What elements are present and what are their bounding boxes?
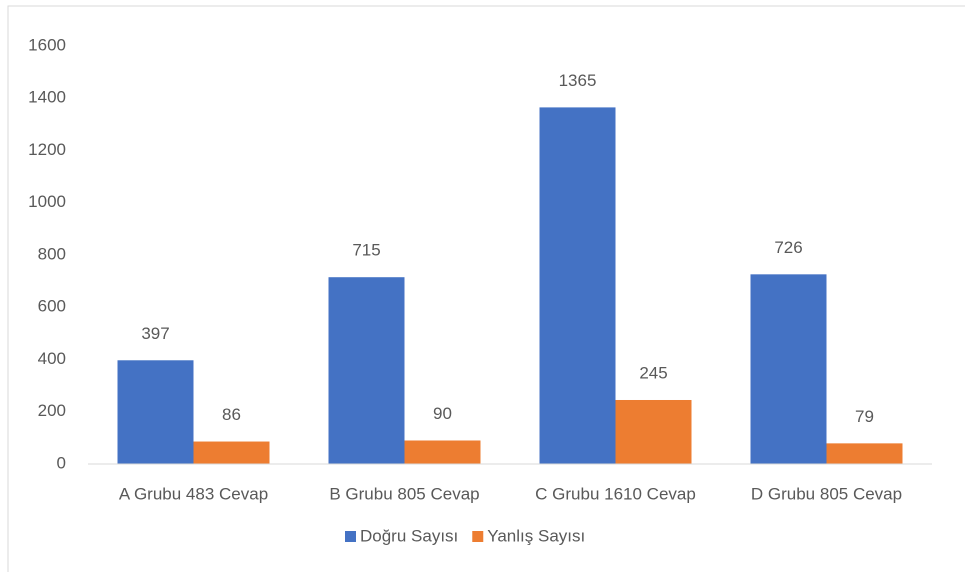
- y-tick-label: 1000: [28, 192, 66, 211]
- y-tick-label: 1600: [28, 35, 66, 54]
- data-label: 86: [222, 405, 241, 424]
- bar: [539, 107, 616, 465]
- bar: [328, 277, 405, 464]
- legend-swatch: [472, 531, 484, 542]
- y-tick-label: 1200: [28, 140, 66, 159]
- y-tick-label: 1400: [28, 88, 66, 107]
- y-tick-label: 0: [57, 453, 66, 472]
- y-tick-label: 800: [38, 244, 66, 263]
- data-label: 397: [141, 324, 169, 343]
- data-label: 90: [433, 404, 452, 423]
- legend-label: Doğru Sayısı: [360, 526, 458, 545]
- y-tick-label: 200: [38, 401, 66, 420]
- data-label: 726: [774, 238, 802, 257]
- data-label: 1365: [559, 71, 597, 90]
- bar: [117, 360, 194, 464]
- legend-swatch: [345, 531, 356, 542]
- bar: [404, 440, 481, 464]
- bar: [750, 274, 827, 464]
- data-label: 245: [639, 363, 667, 382]
- x-tick-label: D Grubu 805 Cevap: [751, 484, 902, 503]
- data-label: 79: [855, 407, 874, 426]
- x-tick-label: C Grubu 1610 Cevap: [535, 484, 696, 503]
- y-tick-label: 600: [38, 297, 66, 316]
- data-label: 715: [352, 241, 380, 260]
- x-tick-label: A Grubu 483 Cevap: [119, 484, 268, 503]
- bar: [615, 399, 692, 464]
- x-tick-label: B Grubu 805 Cevap: [329, 484, 479, 503]
- bar: [826, 443, 903, 464]
- bar: [193, 441, 270, 464]
- legend-label: Yanlış Sayısı: [487, 526, 585, 545]
- y-tick-label: 400: [38, 349, 66, 368]
